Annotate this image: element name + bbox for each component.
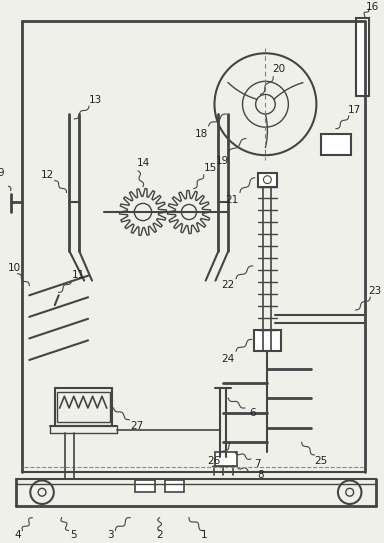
Text: 27: 27 <box>131 421 144 431</box>
Text: 16: 16 <box>366 2 379 12</box>
Text: 8: 8 <box>257 470 264 479</box>
Text: 18: 18 <box>195 129 209 138</box>
Text: 11: 11 <box>72 270 85 280</box>
Bar <box>135 481 155 493</box>
Text: 23: 23 <box>369 286 382 296</box>
Bar <box>55 388 112 426</box>
Text: 15: 15 <box>204 163 217 173</box>
Text: 14: 14 <box>136 158 150 168</box>
Text: 12: 12 <box>41 170 55 180</box>
Bar <box>164 481 184 493</box>
Text: 13: 13 <box>89 96 103 105</box>
Text: 3: 3 <box>107 531 114 540</box>
Bar <box>254 330 281 351</box>
Bar <box>57 392 110 422</box>
Text: 19: 19 <box>216 156 229 166</box>
Text: 7: 7 <box>254 459 261 469</box>
Text: 25: 25 <box>314 456 328 466</box>
Text: 22: 22 <box>222 280 235 289</box>
Bar <box>321 134 351 155</box>
Text: 5: 5 <box>70 531 77 540</box>
Text: 6: 6 <box>249 408 256 418</box>
Text: 17: 17 <box>348 105 361 115</box>
Bar <box>258 173 277 187</box>
Text: 2: 2 <box>156 531 163 540</box>
Text: 24: 24 <box>222 354 235 364</box>
Bar <box>215 452 237 466</box>
Text: 1: 1 <box>200 531 207 540</box>
Text: 21: 21 <box>225 195 239 205</box>
Text: 26: 26 <box>207 456 220 466</box>
Text: 10: 10 <box>8 263 21 273</box>
Text: 4: 4 <box>14 531 21 540</box>
Text: 20: 20 <box>273 64 286 74</box>
Bar <box>356 18 369 97</box>
Text: 9: 9 <box>0 168 4 178</box>
